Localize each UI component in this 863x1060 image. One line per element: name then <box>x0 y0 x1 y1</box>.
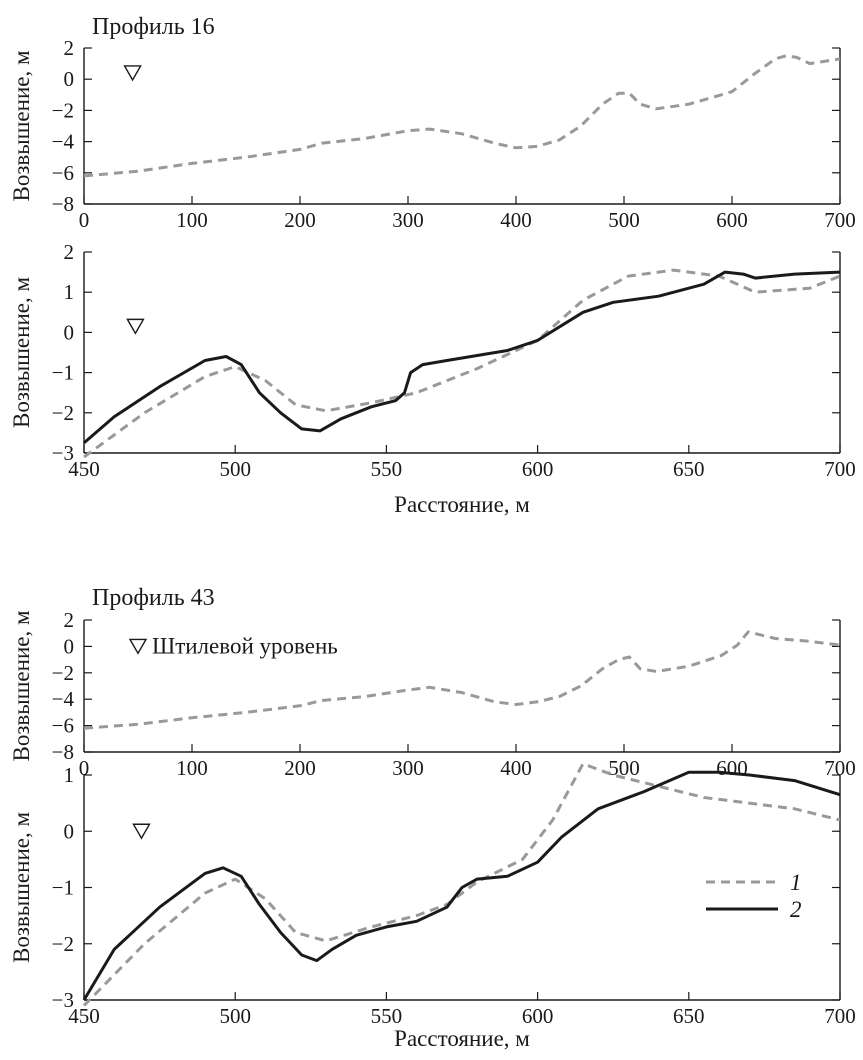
chart-title: Профиль 16 <box>92 14 215 40</box>
legend-label-1: 1 <box>790 870 802 895</box>
x-tick-label: 400 <box>500 756 532 780</box>
still-water-triangle-icon <box>127 319 143 333</box>
x-tick-label: 600 <box>716 208 748 232</box>
series-line-1-panel-4 <box>84 764 840 1006</box>
y-tick-label: −6 <box>52 714 74 738</box>
y-tick-label: 2 <box>64 240 75 264</box>
y-axis-label: Возвышение, м <box>9 50 34 201</box>
x-tick-label: 700 <box>824 208 856 232</box>
y-tick-label: −8 <box>52 740 74 764</box>
y-tick-label: −2 <box>52 932 74 956</box>
x-axis-label: Расстояние, м <box>394 492 530 517</box>
y-axis-label: Возвышение, м <box>9 812 34 963</box>
x-tick-label: 200 <box>284 208 316 232</box>
x-tick-label: 700 <box>824 1004 856 1028</box>
still-water-label: Штилевой уровень <box>152 633 338 658</box>
y-tick-label: −6 <box>52 161 74 185</box>
y-axis-label: Возвышение, м <box>9 277 34 428</box>
x-tick-label: 100 <box>176 756 208 780</box>
x-tick-label: 300 <box>392 756 424 780</box>
y-tick-label: 0 <box>64 320 75 344</box>
x-tick-label: 600 <box>522 1004 554 1028</box>
chart-panel-1: −8 −6 −4 −2 0 2 0 100 200 300 400 500 600 700 Возвышен… <box>9 14 856 232</box>
x-tick-label: 300 <box>392 208 424 232</box>
x-tick-label: 400 <box>500 208 532 232</box>
series-line-bathymetry-panel-1 <box>84 56 840 176</box>
still-water-triangle-icon <box>133 824 149 838</box>
legend-label-2: 2 <box>790 897 802 922</box>
y-tick-label: −4 <box>52 687 75 711</box>
y-tick-label: −2 <box>52 401 74 425</box>
y-tick-label: −8 <box>52 192 74 216</box>
chart-title: Профиль 43 <box>92 585 215 611</box>
y-tick-label: 0 <box>64 819 75 843</box>
y-tick-label: 1 <box>64 763 75 787</box>
y-tick-label: −2 <box>52 661 74 685</box>
y-tick-label: −1 <box>52 361 74 385</box>
series-line-2-panel-2 <box>84 272 840 443</box>
legend: 12 <box>706 870 802 922</box>
x-tick-label: 500 <box>608 208 640 232</box>
y-tick-label: 2 <box>64 36 75 60</box>
x-tick-label: 500 <box>219 457 251 481</box>
x-tick-label: 450 <box>68 457 100 481</box>
series-line-2-panel-4 <box>84 772 840 1000</box>
y-tick-label: 2 <box>64 608 75 632</box>
x-tick-label: 700 <box>824 457 856 481</box>
x-tick-label: 600 <box>522 457 554 481</box>
y-tick-label: 0 <box>64 67 75 91</box>
x-tick-label: 200 <box>284 756 316 780</box>
still-water-triangle-icon <box>125 66 141 80</box>
x-tick-label: 650 <box>673 1004 705 1028</box>
still-water-triangle-icon <box>130 639 146 653</box>
y-tick-label: 1 <box>64 280 75 304</box>
y-axis-label: Возвышение, м <box>9 610 34 761</box>
x-tick-label: 550 <box>371 1004 403 1028</box>
y-tick-label: −2 <box>52 98 74 122</box>
y-tick-label: 0 <box>64 634 75 658</box>
y-tick-label: −1 <box>52 876 74 900</box>
x-tick-label: 650 <box>673 457 705 481</box>
x-axis-label: Расстояние, м <box>394 1026 530 1051</box>
x-tick-label: 500 <box>219 1004 251 1028</box>
x-tick-label: 600 <box>716 756 748 780</box>
x-tick-label: 550 <box>371 457 403 481</box>
x-tick-label: 0 <box>79 208 90 232</box>
x-tick-label: 100 <box>176 208 208 232</box>
x-tick-label: 450 <box>68 1004 100 1028</box>
y-tick-label: −4 <box>52 130 75 154</box>
